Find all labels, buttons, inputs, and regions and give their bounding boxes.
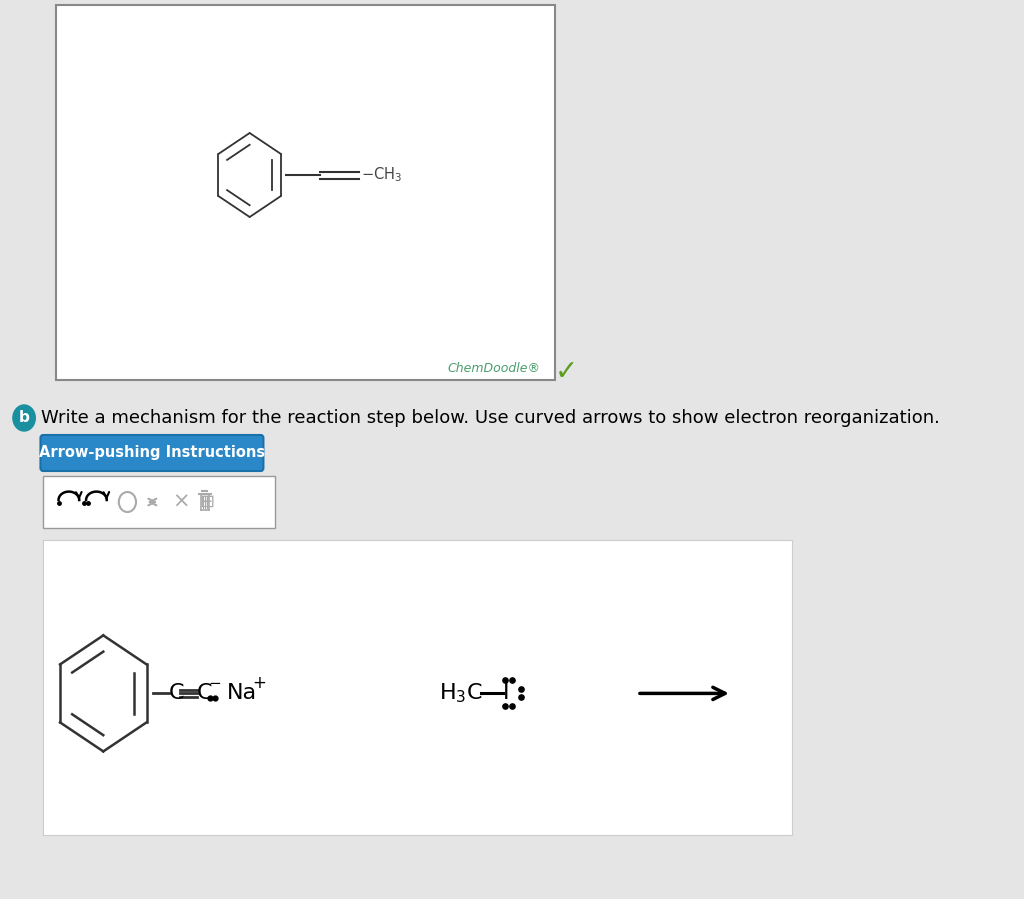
Text: Write a mechanism for the reaction step below. Use curved arrows to show electro: Write a mechanism for the reaction step … (41, 409, 940, 427)
Text: Arrow-pushing Instructions: Arrow-pushing Instructions (39, 446, 265, 460)
Text: ✓: ✓ (555, 358, 579, 386)
Text: I: I (503, 683, 509, 703)
Text: C: C (198, 683, 213, 703)
Bar (56, 5, 555, 380)
Text: $\mathrm{-CH_3}$: $\mathrm{-CH_3}$ (360, 165, 402, 184)
Text: ChemDoodle®: ChemDoodle® (447, 362, 541, 375)
Text: H$_3$C: H$_3$C (439, 681, 482, 705)
Text: −: − (208, 676, 221, 691)
Bar (0, 395, 882, 899)
Circle shape (13, 405, 35, 431)
Text: ⊞: ⊞ (199, 493, 214, 511)
FancyBboxPatch shape (43, 476, 275, 528)
Bar (0, 0, 882, 395)
FancyBboxPatch shape (41, 435, 263, 471)
Text: Na: Na (227, 683, 257, 703)
Text: +: + (252, 674, 266, 692)
Text: C: C (169, 683, 184, 703)
FancyBboxPatch shape (43, 540, 792, 835)
Text: ×: × (172, 492, 189, 512)
Text: b: b (18, 411, 30, 425)
